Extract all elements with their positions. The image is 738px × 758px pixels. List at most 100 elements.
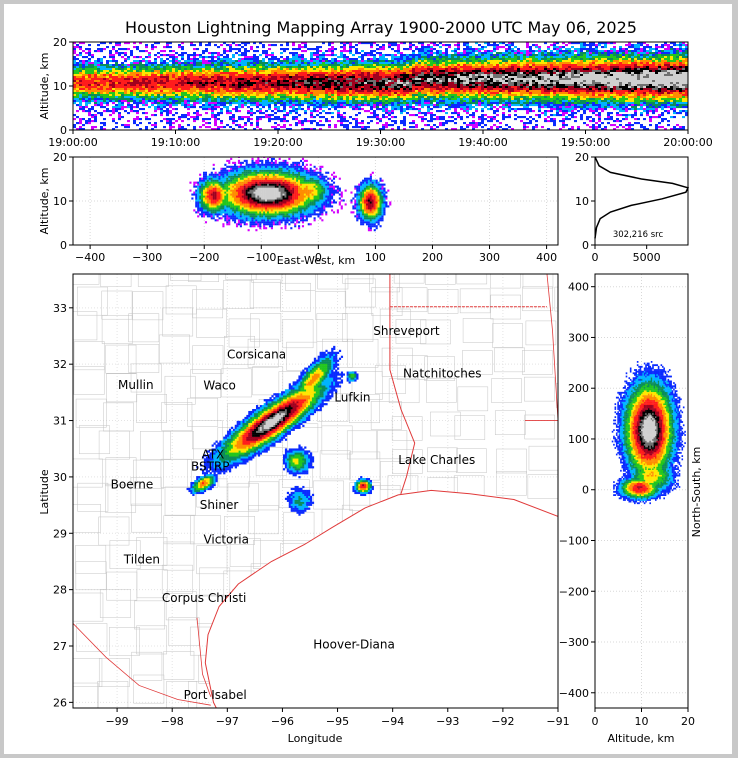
density-cell: [106, 102, 109, 105]
density-cell: [187, 124, 190, 127]
density-cell: [256, 70, 259, 73]
density-cell: [421, 80, 424, 83]
density-cell: [373, 74, 376, 77]
density-cell: [109, 94, 112, 97]
density-cell: [436, 94, 439, 97]
density-cell: [415, 80, 418, 83]
density-cell: [91, 108, 94, 111]
density-cell: [190, 92, 193, 95]
density-cell: [268, 54, 271, 57]
density-cell: [313, 68, 316, 71]
density-cell: [460, 52, 463, 55]
density-cell: [433, 92, 436, 95]
density-cell: [310, 78, 313, 81]
density-cell: [415, 54, 418, 57]
density-cell: [373, 114, 376, 117]
density-cell: [199, 70, 202, 73]
density-cell: [322, 104, 325, 107]
density-cell: [319, 70, 322, 73]
density-cell: [127, 80, 130, 83]
density-cell: [97, 60, 100, 63]
density-cell: [493, 44, 496, 47]
density-cell: [406, 90, 409, 93]
density-cell: [340, 64, 343, 67]
density-cell: [295, 72, 298, 75]
density-cell: [496, 88, 499, 91]
density-cell: [145, 118, 148, 121]
density-cell: [133, 106, 136, 109]
density-cell: [427, 56, 430, 59]
density-cell: [205, 78, 208, 81]
density-cell: [265, 50, 268, 53]
density-cell: [241, 84, 244, 87]
density-cell: [130, 78, 133, 81]
density-cell: [220, 60, 223, 63]
density-cell: [169, 110, 172, 113]
density-cell: [268, 90, 271, 93]
density-cell: [226, 60, 229, 63]
density-cell: [418, 66, 421, 69]
density-cell: [367, 94, 370, 97]
density-cell: [403, 118, 406, 121]
density-cell: [259, 60, 262, 63]
density-cell: [409, 114, 412, 117]
density-cell: [148, 88, 151, 91]
density-cell: [307, 70, 310, 73]
density-cell: [106, 76, 109, 79]
density-cell: [418, 110, 421, 113]
density-cell: [223, 64, 226, 67]
density-cell: [373, 42, 376, 45]
density-cell: [163, 54, 166, 57]
density-cell: [487, 98, 490, 101]
density-cell: [460, 76, 463, 79]
density-cell: [427, 106, 430, 109]
density-cell: [184, 88, 187, 91]
density-cell: [145, 92, 148, 95]
density-cell: [268, 80, 271, 83]
density-cell: [403, 42, 406, 45]
density-cell: [502, 118, 505, 121]
density-cell: [376, 58, 379, 61]
density-cell: [88, 94, 91, 97]
density-cell: [370, 84, 373, 87]
density-cell: [187, 114, 190, 117]
density-cell: [244, 88, 247, 91]
density-cell: [277, 106, 280, 109]
density-cell: [448, 76, 451, 79]
density-cell: [259, 82, 262, 85]
density-cell: [523, 58, 526, 61]
density-cell: [472, 114, 475, 117]
density-cell: [385, 124, 388, 127]
density-cell: [82, 128, 85, 130]
density-cell: [79, 108, 82, 111]
density-cell: [412, 74, 415, 77]
density-cell: [490, 120, 493, 123]
density-cell: [280, 100, 283, 103]
density-cell: [451, 100, 454, 103]
density-cell: [106, 110, 109, 113]
density-cell: [412, 68, 415, 71]
density-cell: [343, 42, 346, 45]
density-cell: [328, 76, 331, 79]
density-cell: [178, 68, 181, 71]
density-cell: [112, 82, 115, 85]
density-cell: [283, 50, 286, 53]
density-cell: [388, 72, 391, 75]
density-cell: [238, 66, 241, 69]
density-cell: [361, 84, 364, 87]
density-cell: [238, 68, 241, 71]
density-cell: [394, 58, 397, 61]
density-cell: [472, 102, 475, 105]
density-cell: [175, 120, 178, 123]
density-cell: [106, 64, 109, 67]
density-cell: [412, 114, 415, 117]
density-cell: [400, 98, 403, 101]
density-cell: [442, 96, 445, 99]
density-cell: [421, 52, 424, 55]
density-cell: [403, 92, 406, 95]
density-cell: [163, 86, 166, 89]
density-cell: [91, 68, 94, 71]
density-cell: [298, 84, 301, 87]
density-cell: [241, 70, 244, 73]
density-cell: [91, 92, 94, 95]
